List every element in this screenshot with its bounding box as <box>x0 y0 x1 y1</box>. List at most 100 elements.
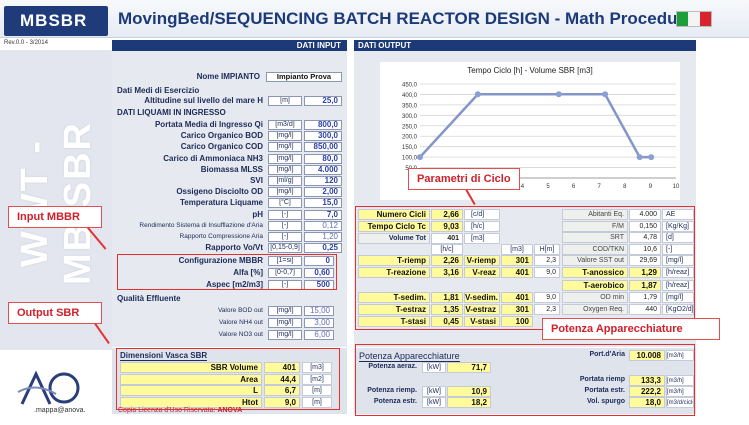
time-unit: [h/reaz] <box>662 267 694 278</box>
impianto-label: Nome IMPIANTO <box>196 72 260 81</box>
od-value: 440 <box>629 304 661 315</box>
effluente-input[interactable]: 6,00 <box>304 330 334 340</box>
liquami-unit: [mg/l] <box>268 142 302 153</box>
liquami-input[interactable]: 80,0 <box>304 153 342 164</box>
side-brand <box>0 50 112 350</box>
cicli-volume-label: Volume Tot <box>358 233 430 244</box>
potenza-riemp-unit: [kW] <box>422 386 446 397</box>
cicli-row-vvalue: 100 <box>501 316 533 327</box>
liquami-unit: [-] <box>268 220 302 231</box>
mbbr-label: Alfa [%] <box>233 268 263 277</box>
vasca-title: Dimensioni Vasca SBR <box>120 351 208 361</box>
liquami-unit: [-] <box>268 209 302 220</box>
time-value: 1,29 <box>629 267 661 278</box>
liquami-input[interactable]: 7,0 <box>304 209 342 220</box>
param-value: 10,6 <box>629 243 661 255</box>
liquami-input[interactable]: 15,0 <box>304 198 342 209</box>
liquami-input[interactable]: 0,12 <box>304 220 342 231</box>
app-logo-text: MBSBR <box>20 11 88 30</box>
chart-xtick-label: 8 <box>623 184 627 190</box>
liquami-input[interactable]: 2,00 <box>304 187 342 198</box>
time-label: T-aerobico <box>562 280 628 291</box>
potenza-riemp-label: Potenza riemp. <box>367 387 417 394</box>
liquami-label: pH <box>252 209 263 219</box>
param-unit: [-] <box>662 243 694 255</box>
callout-output-sbr: Output SBR <box>8 302 102 324</box>
cicli-row-tlabel: T-riemp <box>358 255 430 266</box>
input-header-label: DATI INPUT <box>296 41 341 50</box>
mbbr-label: Configurazione MBBR <box>178 256 263 265</box>
param-label: Abitanti Eq. <box>562 209 628 220</box>
effluente-label: Valore NH4 out <box>219 319 263 326</box>
od-label: Oxygen Req. <box>562 304 628 315</box>
param-unit: [Kg/Kg] <box>662 220 694 232</box>
liquami-input[interactable]: 300,0 <box>304 131 342 142</box>
param-value: 4.000 <box>629 209 661 220</box>
cicli-row-vlabel: V-sedim. <box>464 292 500 303</box>
liquami-input[interactable]: 800,0 <box>304 120 342 130</box>
cicli-row-tlabel: T-reazione <box>358 267 430 278</box>
anova-logo-icon <box>17 370 80 405</box>
cicli-row-tvalue: 2,26 <box>431 255 463 266</box>
cicli-row-height: 2,3 <box>534 255 560 266</box>
liquami-unit: [mg/l] <box>268 131 302 142</box>
liquami-unit: [mg/l] <box>268 164 302 175</box>
param-label: COD/TKN <box>562 243 628 255</box>
param-label: Valore SST out <box>562 255 628 266</box>
cicli-row-height: 2,3 <box>534 304 560 315</box>
footer-license-owner: ANOVA <box>217 407 243 414</box>
liquami-input[interactable]: 4.000 <box>304 164 342 175</box>
mbbr-input[interactable]: 0,60 <box>304 268 334 278</box>
callout-parametri: Parametri di Ciclo <box>408 168 520 190</box>
portata-label: Portata estr. <box>584 387 625 394</box>
cicli-row-tvalue: 3,16 <box>431 267 463 278</box>
cicli-numero-label: Numero Cicli <box>358 209 430 220</box>
portata-unit: [m3/h] <box>666 350 694 361</box>
param-value: 4,78 <box>629 232 661 243</box>
altitudine-input[interactable]: 25,0 <box>304 96 342 106</box>
vasca-unit: [m] <box>302 396 332 408</box>
revision-label: Rev.0.0 - 3/2014 <box>4 40 48 46</box>
potenza-title: Potenza Apparecchiature <box>359 351 460 362</box>
liquami-unit: [mg/l] <box>268 153 302 164</box>
liquami-input[interactable]: 850,00 <box>304 142 342 153</box>
chart-xtick-label: 10 <box>673 184 680 190</box>
altitudine-label: Altitudine sul livello del mare H <box>144 96 263 105</box>
effluente-input[interactable]: 3,00 <box>304 318 334 328</box>
footer-license: Copia Licenza d'Uso Riservata: ANOVA <box>118 407 242 414</box>
altitudine-unit: [m] <box>268 96 302 106</box>
vasca-value: 9,0 <box>264 396 300 408</box>
chart-point <box>648 154 655 161</box>
chart-xtick-label: 4 <box>521 184 525 190</box>
liquami-label: Biomassa MLSS <box>200 164 263 174</box>
mbbr-input[interactable]: 0 <box>304 256 334 266</box>
liquami-unit: [°C] <box>268 198 302 209</box>
chart-point <box>474 91 481 98</box>
impianto-input[interactable]: Impianto Prova <box>266 72 342 82</box>
cicli-volume-value: 401 <box>431 233 463 244</box>
potenza-estr-label: Potenza estr. <box>373 398 417 405</box>
cicli-row-vlabel: V-riemp <box>464 255 500 266</box>
title-bar <box>0 0 749 38</box>
vasca-unit: [m] <box>302 385 332 396</box>
liquami-label: Rapporto Vo/Vt <box>205 243 263 253</box>
liquami-input[interactable]: 1,20 <box>304 232 342 242</box>
portata-unit: [m3/h] <box>666 386 694 397</box>
chart-xtick-label: 5 <box>546 184 550 190</box>
effluente-input[interactable]: 15,00 <box>304 306 334 316</box>
chart-ytick-label: 200,0 <box>402 135 418 141</box>
liquami-label: Temperatura Liquame <box>180 198 263 208</box>
portata-value: 10.008 <box>629 350 665 361</box>
vasca-unit: [m2] <box>302 373 332 385</box>
side-brand-text: WWT - MB-SBR <box>14 121 99 285</box>
liquami-unit: [0,15-0,9] <box>268 243 302 254</box>
callout-input-mbbr: Input MBBR <box>8 206 102 228</box>
param-value: 29,69 <box>629 255 661 266</box>
esercizio-title: Dati Medi di Esercizio <box>117 86 200 95</box>
liquami-label: Carico Organico COD <box>180 142 263 152</box>
effluente-label: Valore NO3 out <box>218 331 263 338</box>
potenza-aeraz-label: Potenza aeraz. <box>368 363 417 370</box>
liquami-label: Carico Organico BOD <box>180 131 263 141</box>
liquami-input[interactable]: 0,25 <box>304 243 342 254</box>
liquami-input[interactable]: 120 <box>304 176 342 186</box>
